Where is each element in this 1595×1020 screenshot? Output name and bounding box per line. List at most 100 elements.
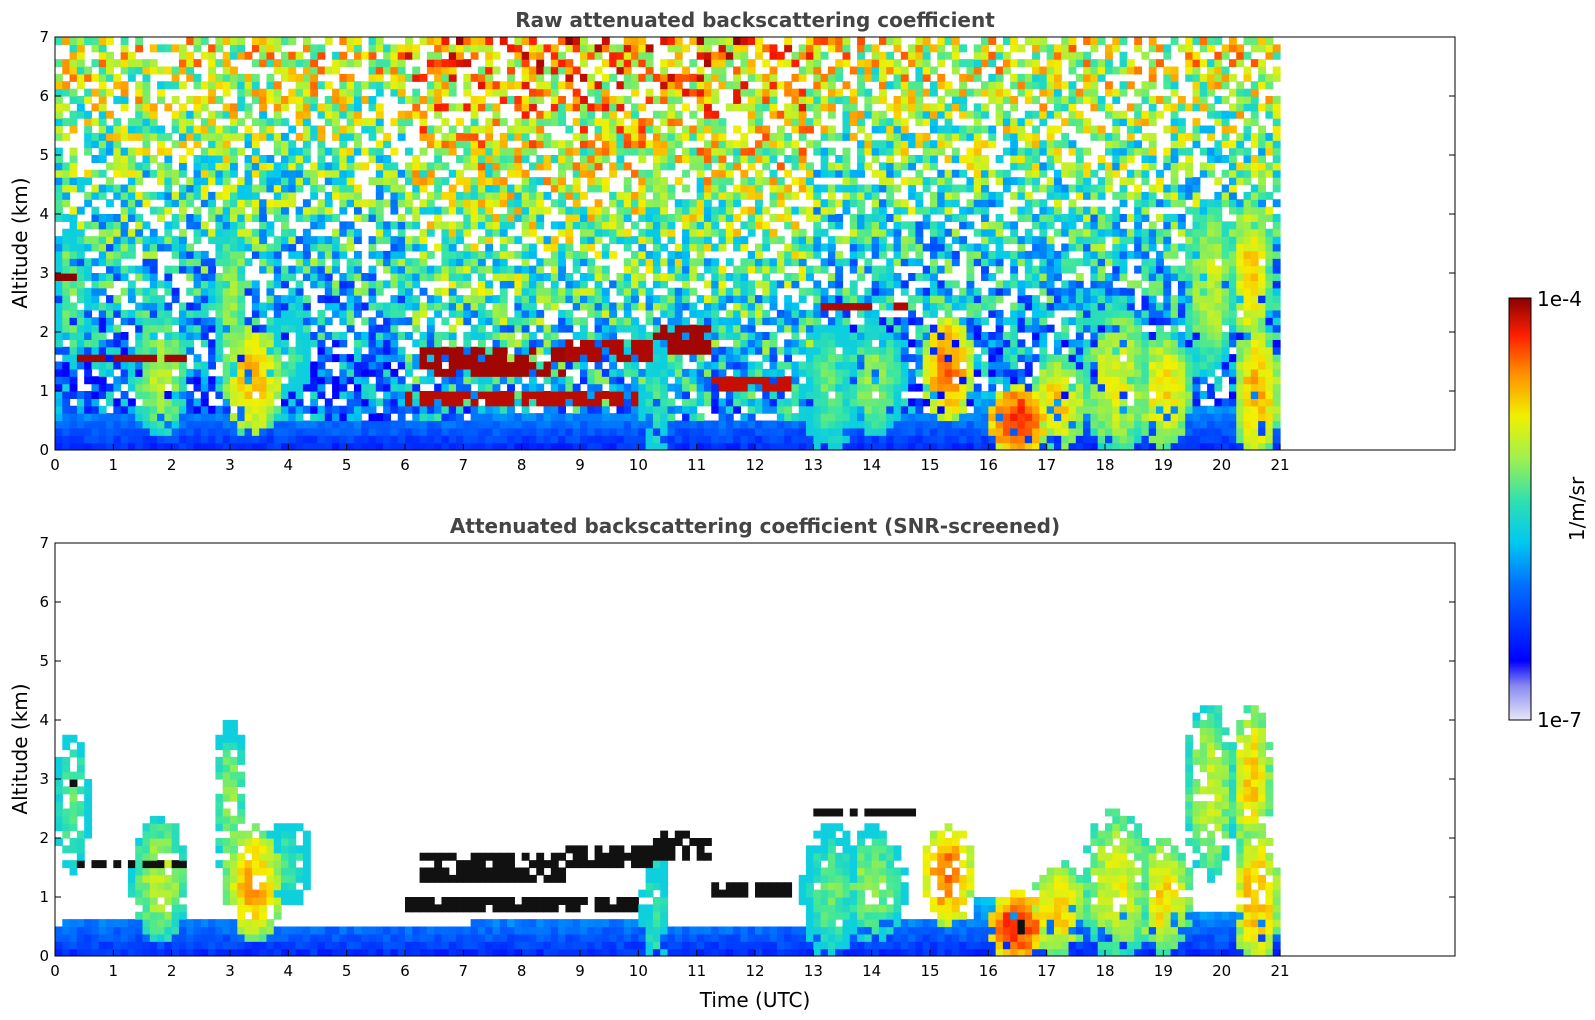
heatmap-cell [835, 309, 844, 318]
heatmap-cell [769, 317, 778, 326]
heatmap-cell [667, 59, 676, 68]
heatmap-cell [507, 398, 515, 407]
heatmap-cell [419, 96, 428, 104]
heatmap-cell [157, 243, 165, 252]
heatmap-cell [543, 287, 552, 296]
heatmap-cell [91, 354, 100, 363]
heatmap-cell [317, 199, 326, 208]
heatmap-cell [660, 140, 669, 149]
heatmap-cell [324, 243, 333, 252]
heatmap-cell [127, 214, 136, 222]
heatmap-cell [448, 125, 457, 134]
heatmap-cell [302, 37, 311, 45]
heatmap-cell [864, 324, 873, 333]
heatmap-cell [310, 243, 319, 252]
heatmap-cell [878, 96, 887, 104]
heatmap-cell [346, 162, 355, 171]
heatmap-cell [84, 339, 93, 348]
heatmap-cell [405, 236, 413, 245]
heatmap-cell [528, 413, 537, 422]
heatmap-cell [550, 413, 559, 422]
heatmap-cell [244, 442, 253, 450]
heatmap-cell [820, 51, 829, 60]
heatmap-cell [477, 250, 486, 259]
heatmap-cell [696, 442, 705, 450]
heatmap-cell [295, 309, 304, 318]
heatmap-cell [842, 96, 851, 104]
heatmap-cell [565, 162, 574, 171]
heatmap-cell [383, 376, 392, 385]
heatmap-cell [857, 73, 865, 82]
heatmap-cell [703, 228, 712, 237]
heatmap-cell [208, 81, 217, 90]
heatmap-cell [623, 140, 632, 149]
heatmap-cell [135, 427, 144, 436]
heatmap-cell [76, 317, 85, 326]
heatmap-cell [273, 324, 282, 333]
heatmap-cell [660, 354, 669, 363]
heatmap-cell [806, 37, 814, 45]
heatmap-cell [536, 324, 545, 333]
heatmap-cell [259, 162, 268, 171]
heatmap-cell [142, 309, 151, 318]
heatmap-cell [215, 162, 224, 171]
heatmap-cell [353, 302, 362, 311]
heatmap-cell [784, 354, 793, 363]
heatmap-cell [864, 442, 873, 450]
heatmap-cell [740, 332, 749, 340]
heatmap-cell [601, 442, 610, 450]
heatmap-cell [667, 118, 676, 127]
heatmap-cell [193, 184, 202, 193]
heatmap-cell [631, 169, 639, 178]
heatmap-cell [638, 169, 647, 178]
heatmap-cell [550, 332, 559, 340]
heatmap-cell [711, 405, 720, 414]
heatmap-cell [594, 206, 603, 215]
heatmap-cell [550, 287, 559, 296]
heatmap-cell [397, 302, 406, 311]
heatmap-cell [514, 250, 523, 259]
heatmap-cell [215, 37, 224, 45]
heatmap-cell [200, 361, 209, 370]
heatmap-cell [660, 184, 669, 193]
heatmap-cell [463, 265, 472, 274]
heatmap-cell [733, 81, 742, 90]
heatmap-cell [820, 228, 829, 237]
heatmap-cell [499, 405, 508, 414]
heatmap-cell [645, 339, 654, 348]
heatmap-cell [813, 302, 822, 311]
heatmap-cell [244, 51, 253, 60]
heatmap-cell [827, 199, 836, 208]
heatmap-cell [302, 199, 311, 208]
heatmap-cell [397, 332, 406, 340]
heatmap-cell [696, 391, 705, 399]
heatmap-cell [76, 110, 85, 119]
heatmap-cell [507, 132, 515, 141]
heatmap-cell [237, 147, 246, 156]
heatmap-cell [353, 391, 362, 399]
heatmap-cell [55, 258, 63, 267]
heatmap-cell [667, 191, 676, 200]
heatmap-cell [142, 162, 151, 171]
heatmap-cell [733, 66, 742, 75]
heatmap-cell [186, 302, 195, 311]
heatmap-cell [135, 110, 144, 119]
heatmap-cell [820, 206, 829, 215]
heatmap-cell [550, 376, 559, 385]
heatmap-cell [222, 110, 231, 119]
heatmap-cell [244, 125, 253, 134]
heatmap-cell [441, 420, 450, 429]
heatmap-cell [543, 324, 552, 333]
heatmap-cell [703, 177, 712, 186]
heatmap-cell [368, 265, 377, 274]
heatmap-cell [222, 243, 231, 252]
heatmap-cell [266, 177, 275, 186]
heatmap-cell [784, 324, 793, 333]
heatmap-cell [864, 302, 873, 311]
heatmap-cell [106, 184, 114, 193]
heatmap-cell [295, 361, 304, 370]
heatmap-cell [222, 191, 231, 200]
heatmap-cell [186, 309, 195, 318]
heatmap-cell [171, 73, 180, 82]
heatmap-cell [886, 368, 895, 377]
